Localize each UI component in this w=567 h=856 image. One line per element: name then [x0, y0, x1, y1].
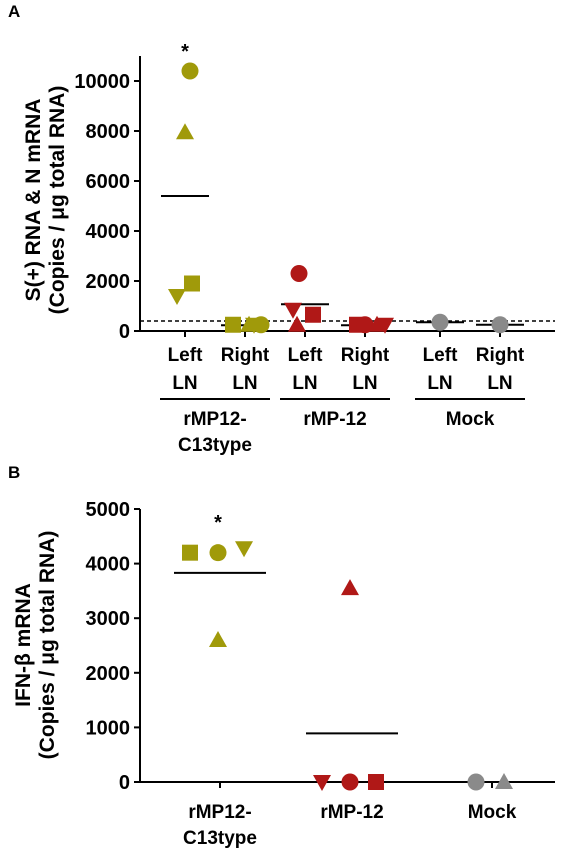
- panel-b-ytick-label: 1000: [86, 717, 131, 739]
- panel-b-point-square: [182, 544, 198, 561]
- panel-b-point-invtriangle: [235, 541, 253, 558]
- panel-a-ylabel-line1: S(+) RNA & N mRNA: [22, 99, 45, 302]
- panel-a-group-label: Mock: [446, 409, 495, 430]
- panel-b-category-label: Mock: [468, 802, 517, 823]
- panel-a-category-label: Right: [221, 345, 270, 366]
- panel-a-ytick-label: 0: [119, 321, 130, 343]
- panel-b: B IFN-β mRNA (Copies / μg total RNA) 0 10…: [8, 463, 555, 849]
- panel-a-point-triangle: [288, 315, 306, 332]
- panel-b-point-circle: [209, 544, 227, 562]
- panel-b-category-label: C13type: [183, 828, 257, 849]
- panel-a-axes: 0 2000 4000 6000 8000 10000 Left LN Right LN Left L…: [74, 56, 555, 456]
- panel-b-category-label: rMP12-: [188, 802, 251, 823]
- panel-a-ylabel-line2: (Copies / μg total RNA): [46, 86, 69, 315]
- panel-a-point-square: [305, 306, 321, 323]
- panel-b-letter: B: [8, 463, 20, 482]
- panel-b-ylabel-line1: IFN-β mRNA: [12, 583, 35, 707]
- panel-a-point-triangle: [176, 123, 194, 140]
- panel-b-point-square: [368, 774, 384, 790]
- panel-a-ytick-label: 6000: [86, 171, 131, 193]
- panel-a-ytick-label: 2000: [86, 271, 131, 293]
- panel-a-point-triangle: [368, 315, 386, 332]
- panel-a-point-circle: [356, 316, 374, 334]
- panel-a-ytick-label: 8000: [86, 121, 131, 143]
- panel-b-ytick-label: 4000: [86, 554, 131, 576]
- panel-a-group-label: rMP12-: [183, 409, 246, 430]
- panel-a-letter: A: [8, 2, 20, 21]
- panel-a-group-label: rMP-12: [303, 409, 366, 430]
- panel-b-point-triangle: [495, 773, 513, 789]
- panel-b-marks: *: [174, 512, 538, 791]
- panel-a-group-label: C13type: [178, 435, 252, 456]
- panel-a-point-circle: [252, 316, 270, 334]
- panel-a-category-label: LN: [487, 373, 512, 394]
- panel-b-ytick-label: 5000: [86, 499, 131, 521]
- panel-a-point-circle: [181, 62, 199, 80]
- panel-b-ytick-label: 3000: [86, 608, 131, 630]
- panel-a-category-label: LN: [172, 373, 197, 394]
- panel-a-point-circle: [491, 316, 509, 334]
- panel-a-significance-marker: *: [181, 41, 189, 63]
- panel-a-category-label: LN: [232, 373, 257, 394]
- panel-a-category-label: LN: [292, 373, 317, 394]
- panel-a-category-label: Right: [476, 345, 525, 366]
- panel-b-ytick-label: 0: [119, 772, 130, 794]
- panel-a-category-label: LN: [427, 373, 452, 394]
- panel-a-ytick-label: 10000: [74, 71, 130, 93]
- panel-a-category-label: Left: [288, 345, 324, 366]
- panel-b-ytick-label: 2000: [86, 663, 131, 685]
- panel-b-ylabel-line2: (Copies / μg total RNA): [36, 531, 59, 760]
- panel-a-category-label: LN: [352, 373, 377, 394]
- panel-a-category-label: Left: [423, 345, 459, 366]
- panel-a-category-label: Left: [168, 345, 204, 366]
- panel-a-point-square: [184, 275, 200, 292]
- panel-b-point-triangle: [341, 579, 359, 596]
- panel-a-point-square: [225, 316, 241, 333]
- panel-b-point-circle: [467, 773, 485, 791]
- panel-b-point-invtriangle: [313, 775, 331, 791]
- panel-a-point-invtriangle: [168, 289, 186, 305]
- panel-a: A S(+) RNA & N mRNA (Copies / μg total R…: [8, 2, 555, 456]
- panel-a-point-invtriangle: [284, 302, 302, 319]
- panel-b-point-circle: [341, 773, 359, 791]
- panel-a-point-circle: [290, 265, 308, 282]
- panel-a-ylabel: S(+) RNA & N mRNA (Copies / μg total RNA…: [22, 86, 69, 315]
- panel-a-marks: *: [161, 41, 524, 334]
- panel-b-point-triangle: [209, 631, 227, 648]
- panel-b-axes: 0 1000 2000 3000 4000 5000 rMP12- C13type rMP-12…: [86, 499, 555, 849]
- panel-a-ytick-label: 4000: [86, 221, 131, 243]
- panel-a-point-invtriangle: [376, 317, 394, 334]
- panel-b-ylabel: IFN-β mRNA (Copies / μg total RNA): [12, 531, 59, 760]
- panel-a-category-label: Right: [341, 345, 390, 366]
- panel-b-category-label: rMP-12: [320, 802, 383, 823]
- panel-a-point-circle: [431, 313, 449, 331]
- panel-b-significance-marker: *: [214, 512, 222, 534]
